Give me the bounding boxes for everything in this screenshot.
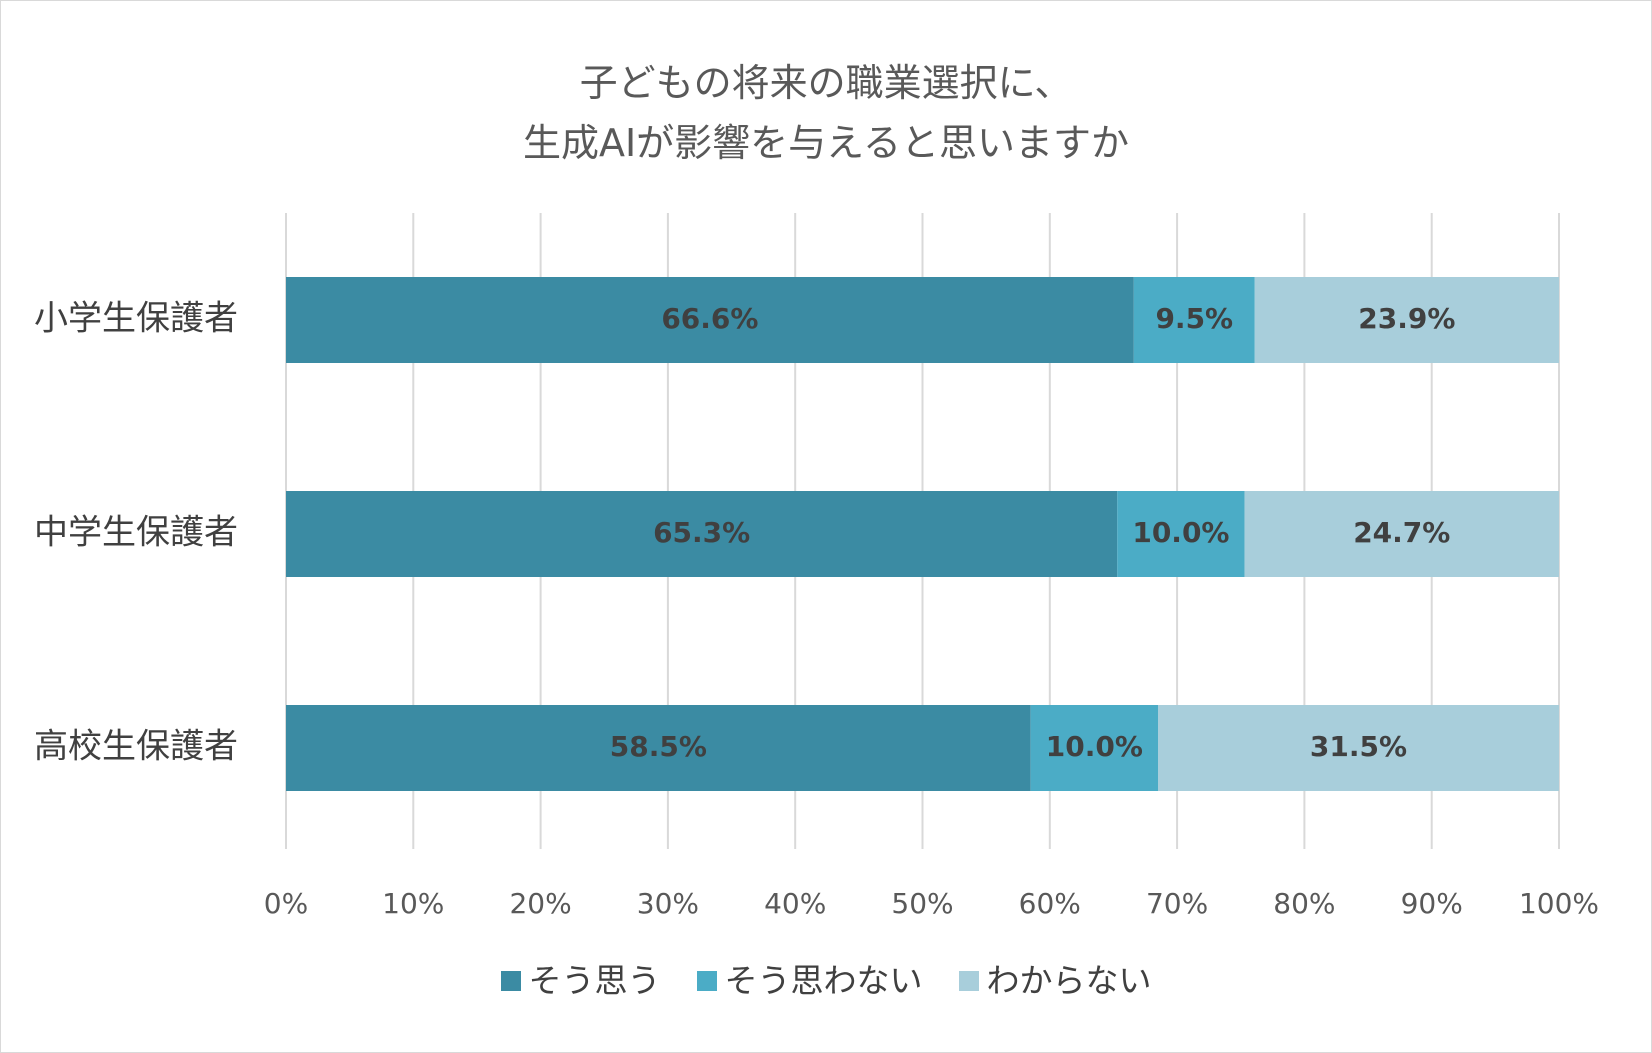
legend-label: そう思う	[528, 961, 661, 1000]
category-label: 中学生保護者	[34, 513, 238, 553]
x-tick-label: 60%	[1019, 887, 1081, 920]
bar-segment	[286, 491, 1118, 577]
legend: そう思う そう思わない わからない	[1, 961, 1651, 1001]
x-tick-label: 20%	[509, 887, 571, 920]
data-label: 24.7%	[1353, 516, 1450, 549]
x-tick-label: 80%	[1273, 887, 1335, 920]
bar-segment	[1133, 277, 1255, 363]
legend-swatch	[500, 971, 521, 991]
legend-swatch	[696, 971, 717, 991]
data-label: 10.0%	[1046, 730, 1143, 763]
legend-swatch	[958, 971, 979, 991]
legend-item-wakaranai: わからない	[958, 961, 1152, 1001]
category-label: 高校生保護者	[34, 727, 238, 767]
data-label: 65.3%	[653, 516, 750, 549]
bar-segment	[1117, 491, 1245, 577]
bar-segment	[1244, 491, 1559, 577]
legend-label: わからない	[986, 961, 1152, 1000]
legend-label: そう思わない	[724, 961, 923, 1000]
data-label: 58.5%	[610, 730, 707, 763]
data-label: 10.0%	[1132, 516, 1229, 549]
x-tick-label: 90%	[1401, 887, 1463, 920]
x-tick-label: 30%	[637, 887, 699, 920]
bar-segment	[1254, 277, 1559, 363]
bar-segment	[1030, 705, 1159, 791]
legend-item-so-omowanai: そう思わない	[696, 961, 923, 1001]
legend-item-so-omou: そう思う	[500, 961, 661, 1001]
x-tick-label: 40%	[764, 887, 826, 920]
data-label: 31.5%	[1310, 730, 1407, 763]
x-tick-label: 100%	[1519, 887, 1599, 920]
data-label: 66.6%	[661, 302, 758, 335]
x-tick-label: 0%	[264, 887, 308, 920]
bar-segment	[1158, 705, 1559, 791]
x-tick-label: 10%	[382, 887, 444, 920]
bar-segment	[286, 277, 1134, 363]
bar-segment	[286, 705, 1031, 791]
x-tick-label: 70%	[1146, 887, 1208, 920]
chart-title: 子どもの将来の職業選択に、 生成AIが影響を与えると思いますか	[1, 53, 1651, 173]
chart-title-line-1: 子どもの将来の職業選択に、	[579, 61, 1073, 105]
category-label: 小学生保護者	[34, 299, 238, 339]
x-tick-label: 50%	[891, 887, 953, 920]
data-label: 23.9%	[1358, 302, 1455, 335]
chart-title-line-2: 生成AIが影響を与えると思いますか	[522, 121, 1130, 165]
data-label: 9.5%	[1155, 302, 1233, 335]
